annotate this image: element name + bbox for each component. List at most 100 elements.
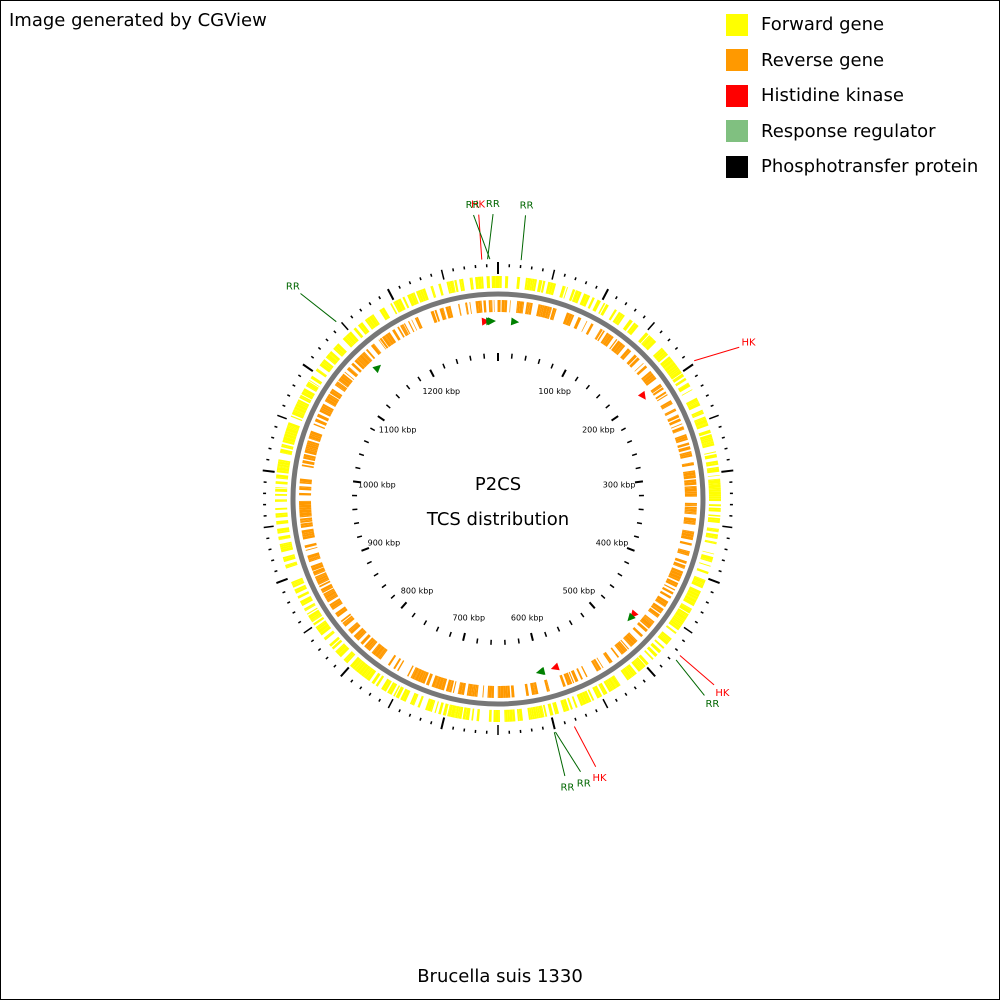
forward-gene-block <box>708 491 721 495</box>
reverse-gene-block <box>343 616 354 625</box>
reverse-gene-block <box>677 551 690 557</box>
forward-gene-block <box>659 633 670 643</box>
forward-gene-block <box>275 493 288 496</box>
reverse-gene-block <box>342 373 353 383</box>
forward-gene-block <box>333 347 344 357</box>
forward-gene-block <box>636 656 646 668</box>
reverse-gene-block <box>299 515 312 518</box>
forward-gene-block <box>334 345 346 356</box>
reverse-gene-block <box>299 517 313 521</box>
reverse-gene-block <box>684 512 697 515</box>
ruler-tick-major <box>462 632 466 641</box>
ruler-tick-major <box>352 480 362 484</box>
reverse-gene-block <box>670 569 683 577</box>
reverse-gene-block <box>536 304 542 317</box>
reverse-gene-block <box>594 328 602 340</box>
callout-line <box>675 659 705 696</box>
reverse-gene-block <box>340 375 352 385</box>
forward-gene-block <box>299 396 311 404</box>
reverse-gene-block <box>613 342 623 354</box>
reverse-gene-block <box>504 300 508 313</box>
reverse-gene-block <box>675 437 688 444</box>
forward-gene-block <box>346 333 357 345</box>
forward-gene-block <box>465 707 471 721</box>
forward-gene-block <box>677 382 689 390</box>
reverse-gene-block <box>305 447 318 453</box>
reverse-gene-block <box>321 405 333 414</box>
reverse-gene-block <box>616 641 627 653</box>
forward-gene-block <box>277 527 290 532</box>
outer-tick-minor <box>387 698 394 709</box>
reverse-gene-block <box>407 320 415 333</box>
reverse-gene-block <box>308 555 320 560</box>
forward-gene-block <box>366 669 377 682</box>
reverse-gene-block <box>656 595 669 605</box>
forward-gene-block <box>708 507 721 510</box>
outer-tick-minor <box>694 374 699 378</box>
forward-gene-block <box>681 602 693 610</box>
reverse-gene-block <box>322 403 334 412</box>
reverse-gene-block <box>541 305 548 318</box>
hk-marker <box>637 390 646 400</box>
reverse-gene-block <box>363 351 373 362</box>
reverse-gene-block <box>378 648 387 659</box>
reverse-gene-block <box>678 548 690 553</box>
reverse-gene-block <box>684 486 697 489</box>
reverse-gene-block <box>624 634 635 646</box>
forward-gene-block <box>650 642 662 654</box>
forward-gene-block <box>603 680 612 693</box>
reverse-gene-block <box>331 388 343 397</box>
reverse-gene-block <box>664 584 676 591</box>
forward-gene-block <box>499 276 502 289</box>
forward-gene-block <box>454 706 460 719</box>
forward-gene-block <box>606 679 615 691</box>
reverse-gene-block <box>498 685 501 698</box>
outer-tick-minor <box>282 404 286 408</box>
reverse-gene-block <box>590 660 599 672</box>
ruler-tick-minor <box>395 393 401 399</box>
backbone-ring <box>290 291 706 707</box>
reverse-gene-block <box>414 317 422 330</box>
reverse-gene-block <box>671 426 685 433</box>
forward-gene-block <box>674 613 686 622</box>
ruler-tick-minor <box>537 358 541 365</box>
forward-gene-block <box>276 474 289 479</box>
reverse-gene-block <box>673 563 685 569</box>
forward-gene-block <box>316 368 328 376</box>
forward-gene-block <box>275 499 288 501</box>
forward-gene-block <box>486 276 491 289</box>
reverse-gene-block <box>327 595 339 603</box>
reverse-gene-block <box>313 570 326 576</box>
reverse-gene-block <box>616 344 626 356</box>
forward-gene-block <box>303 602 316 611</box>
forward-gene-block <box>422 288 429 301</box>
forward-gene-block <box>358 663 369 675</box>
forward-gene-block <box>277 463 290 468</box>
reverse-gene-block <box>370 343 381 356</box>
ruler-tick-minor <box>609 584 615 589</box>
reverse-gene-block <box>356 358 366 368</box>
outer-tick-minor <box>563 273 566 277</box>
forward-gene-block <box>291 411 305 419</box>
forward-gene-block <box>471 277 474 290</box>
outer-tick-minor <box>667 656 671 660</box>
forward-gene-block <box>581 691 590 704</box>
ruler-tick-minor <box>620 427 626 432</box>
reverse-gene-block <box>316 413 330 422</box>
forward-gene-block <box>708 514 721 517</box>
reverse-gene-block <box>615 344 624 355</box>
forward-gene-block <box>694 418 708 427</box>
reverse-gene-block <box>680 454 693 459</box>
forward-gene-block <box>278 537 291 541</box>
ruler-tick-major <box>429 369 435 378</box>
reverse-gene-block <box>477 300 482 313</box>
forward-gene-block <box>412 292 419 304</box>
ruler-tick-minor <box>580 612 585 618</box>
reverse-gene-block <box>364 637 374 648</box>
reverse-gene-block <box>614 644 623 655</box>
forward-gene-block <box>331 639 343 650</box>
forward-gene-block <box>293 408 306 415</box>
outer-tick-major <box>302 363 314 373</box>
forward-gene-block <box>530 707 535 720</box>
outer-tick-minor <box>359 308 363 312</box>
